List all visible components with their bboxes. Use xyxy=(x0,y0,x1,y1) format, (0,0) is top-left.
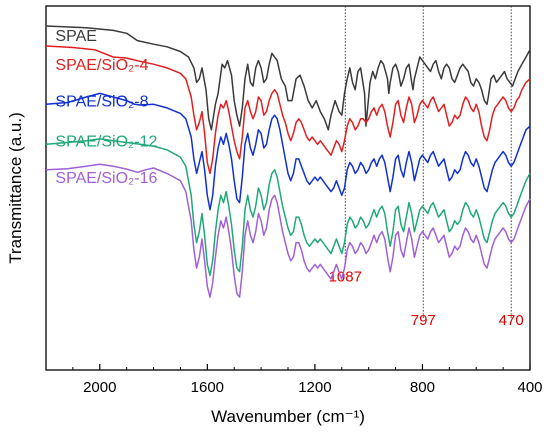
series-labels: SPAE SPAE/SiO₂-4 SPAE/SiO₂-8 SPAE/SiO₂-12 SP… xyxy=(55,28,157,187)
series-label: SPAE/SiO₂-4 xyxy=(55,57,148,74)
x-axis-label: Wavenumber (cm⁻¹) xyxy=(211,407,365,426)
x-tick-label: 400 xyxy=(517,379,542,396)
x-tick-label: 800 xyxy=(410,379,435,396)
reference-label: 470 xyxy=(499,312,524,329)
series-line xyxy=(45,163,531,298)
series-label: SPAE/SiO₂-8 xyxy=(55,94,148,111)
series-line xyxy=(45,92,531,211)
x-tick-label: 2000 xyxy=(83,379,116,396)
y-axis-label: Transmittance (a.u.) xyxy=(6,112,25,263)
reference-label: 797 xyxy=(411,312,436,329)
reference-lines: 1087 797 470 xyxy=(329,6,524,329)
series-label: SPAE/SiO₂-12 xyxy=(55,134,157,151)
series-line xyxy=(45,138,531,277)
x-tick-label: 1200 xyxy=(298,379,331,396)
reference-label: 1087 xyxy=(329,268,362,285)
series-label: SPAE/SiO₂-16 xyxy=(55,170,157,187)
series-line xyxy=(45,25,531,131)
x-tick-label: 1600 xyxy=(191,379,224,396)
series-layer xyxy=(45,25,531,298)
series-label: SPAE xyxy=(55,28,97,45)
series-line xyxy=(45,45,531,175)
x-axis-ticks: 2000 1600 1200 800 400 xyxy=(45,364,543,396)
